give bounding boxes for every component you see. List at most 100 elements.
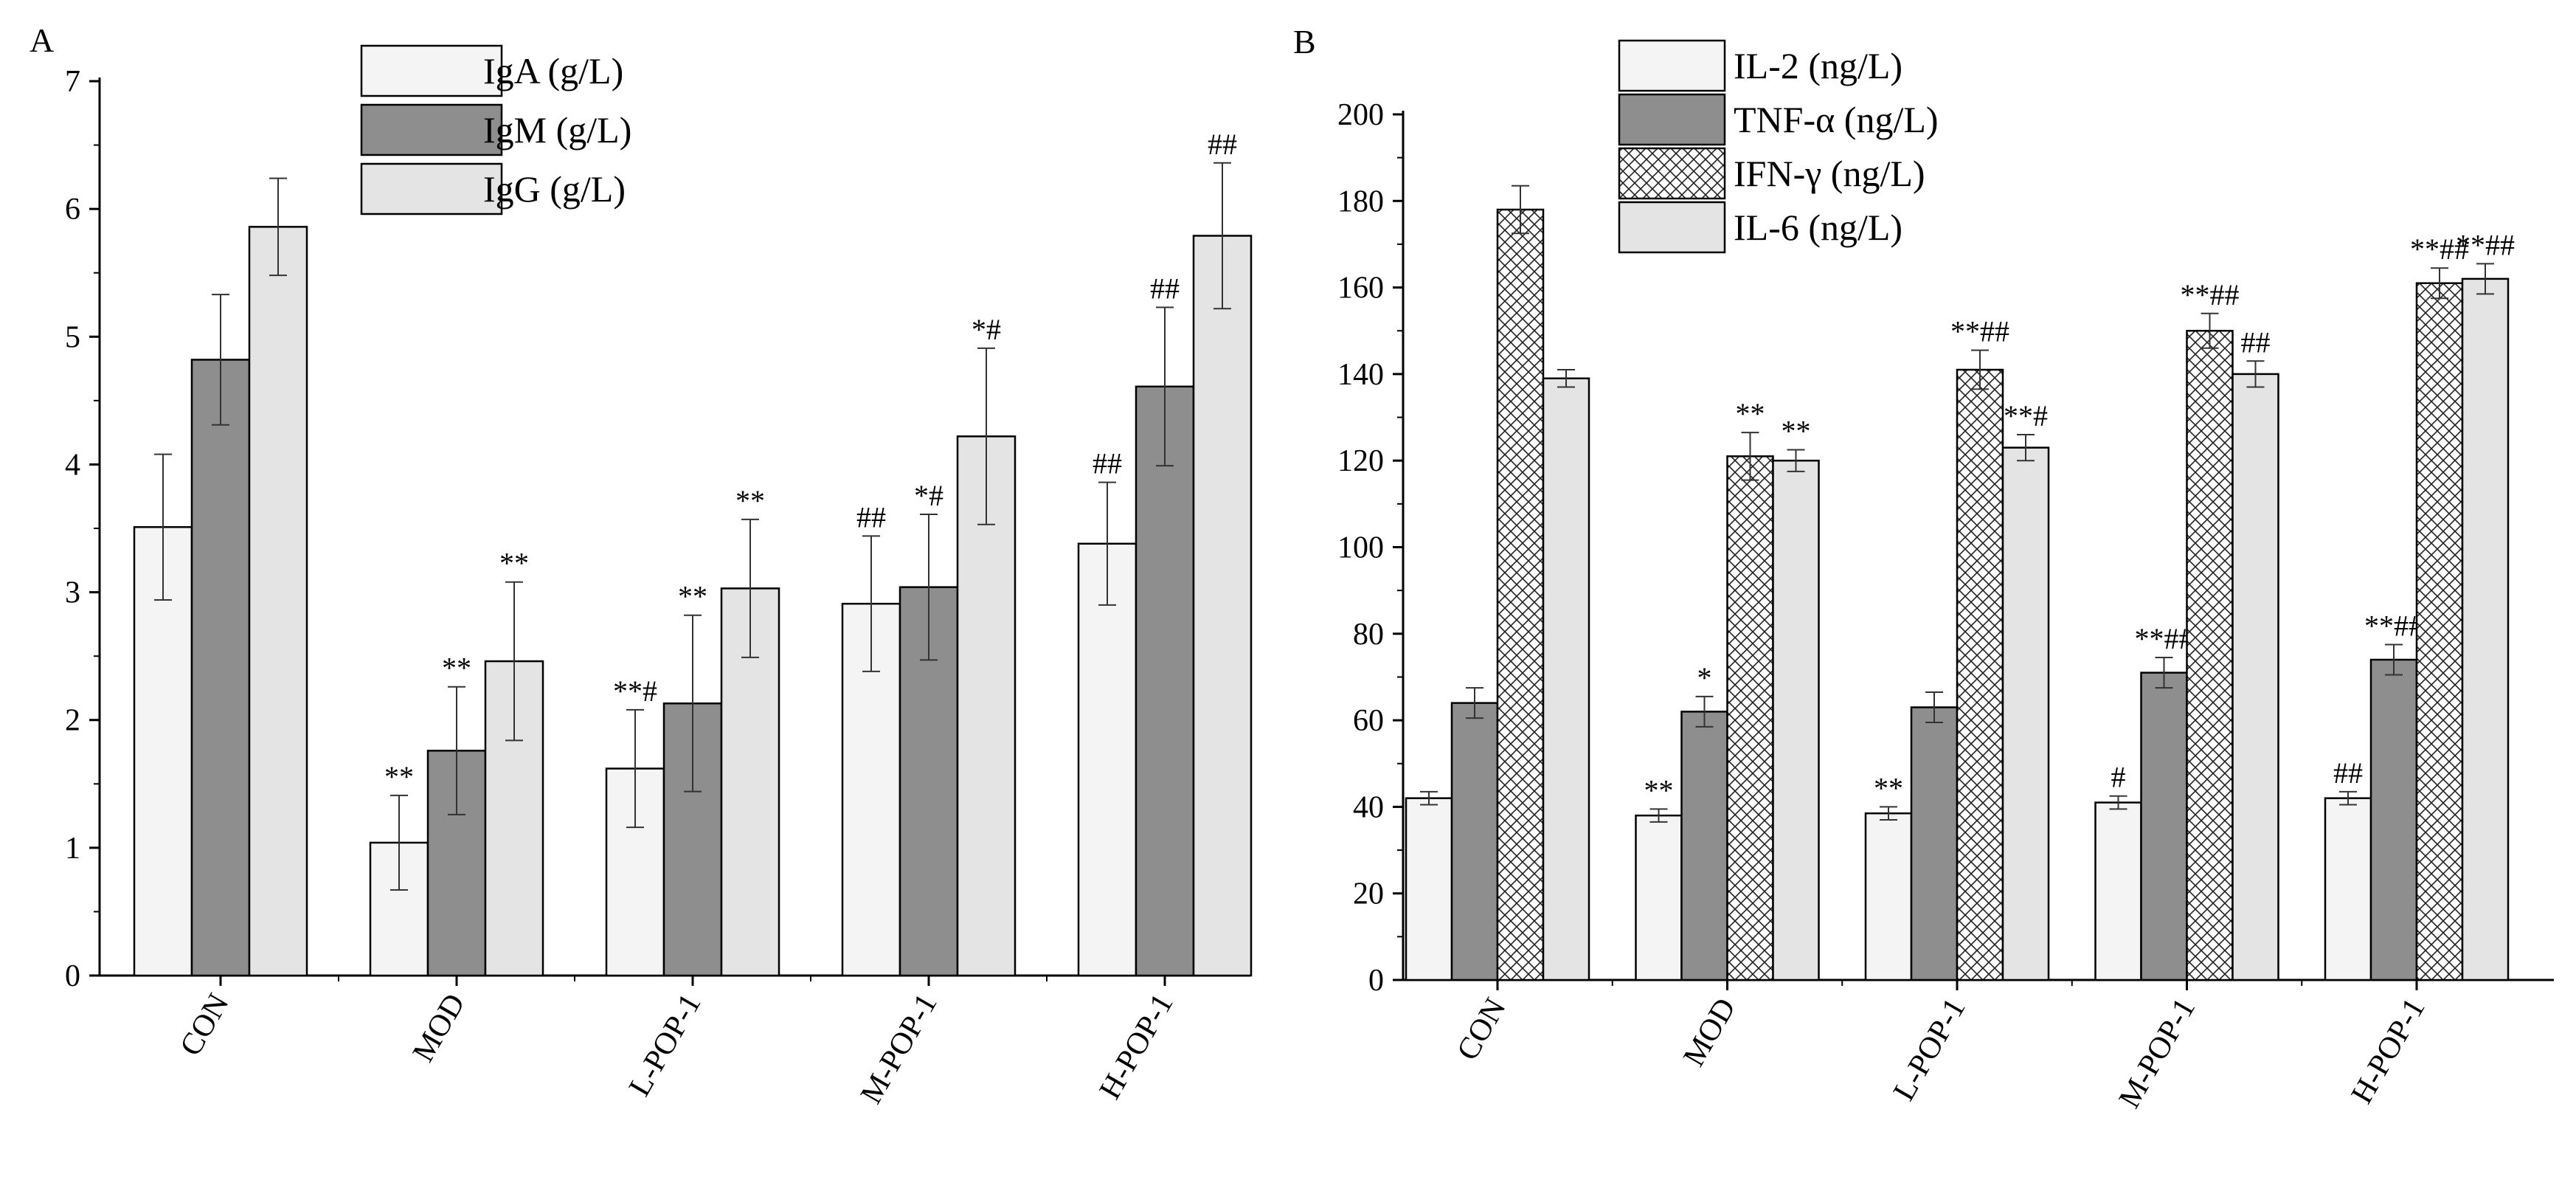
significance-label: # (2111, 761, 2126, 794)
bar (1956, 368, 2004, 981)
panel-label: B (1293, 23, 1316, 61)
bar (2094, 801, 2142, 981)
bar (2369, 658, 2418, 981)
panel-a-chart: A 0 1 2 3 4 5 6 7 CON MOD ** ** ** L-POP-1 **# ** ** M-POP… (30, 21, 1253, 1109)
bar (1772, 459, 1820, 981)
bar (1864, 812, 1913, 981)
significance-label: *# (972, 313, 1001, 346)
significance-label: **# (2004, 399, 2048, 432)
y-tick-label: 0 (65, 959, 80, 993)
significance-label: ## (2241, 325, 2271, 359)
legend-swatch (1618, 201, 1726, 254)
y-tick-label: 80 (1353, 618, 1384, 652)
bar (1192, 235, 1253, 977)
y-tick-label: 40 (1353, 790, 1384, 824)
significance-label: ** (678, 580, 707, 613)
legend-label: IgA (g/L) (483, 50, 623, 92)
bar (2324, 797, 2372, 981)
y-tick-label: 3 (65, 576, 80, 610)
y-tick-label: 140 (1337, 358, 1384, 392)
y-tick-label: 20 (1353, 877, 1384, 911)
legend-label: IFN-γ (ng/L) (1734, 153, 1925, 194)
legend-swatch (360, 44, 503, 97)
legend-label: TNF-α (ng/L) (1734, 99, 1939, 140)
significance-label: **## (1950, 315, 2009, 348)
significance-label: ** (442, 652, 471, 685)
x-category-label: H-POP-1 (2345, 993, 2432, 1109)
y-tick-label: 1 (65, 832, 80, 866)
x-category-label: CON (173, 988, 235, 1062)
bar (1635, 814, 1683, 981)
bar (1496, 208, 1545, 981)
significance-label: ** (1736, 397, 1765, 430)
y-tick-label: 160 (1337, 272, 1384, 306)
bar (2232, 373, 2279, 981)
x-category-label: M-POP-1 (854, 988, 944, 1109)
y-tick-label: 200 (1337, 98, 1384, 132)
bar (2186, 330, 2234, 981)
x-category-label: H-POP-1 (1093, 988, 1180, 1105)
y-tick-label: 0 (1368, 964, 1384, 998)
y-tick-label: 100 (1337, 531, 1384, 565)
significance-label: ## (1150, 272, 1180, 305)
significance-label: ## (2333, 756, 2363, 790)
significance-label: ** (384, 760, 414, 793)
significance-label: ## (856, 500, 886, 534)
legend-swatch (360, 162, 503, 215)
bar (1450, 702, 1499, 981)
x-category-label: MOD (1677, 993, 1742, 1072)
legend-label: IgM (g/L) (483, 109, 631, 151)
significance-label: ** (1644, 773, 1674, 807)
x-category-label: L-POP-1 (1887, 993, 1973, 1106)
y-tick-label: 120 (1337, 444, 1384, 478)
bar (1542, 377, 1590, 981)
bar (2140, 672, 2188, 981)
x-category-label: CON (1450, 993, 1512, 1066)
y-tick-label: 2 (65, 704, 80, 738)
y-tick-label: 60 (1353, 704, 1384, 738)
significance-label: ** (1782, 415, 1811, 448)
bar (1680, 711, 1728, 981)
significance-label: **# (613, 674, 657, 708)
significance-label: ## (1208, 128, 1237, 161)
significance-label: * (1697, 661, 1712, 694)
legend-swatch (1618, 39, 1726, 92)
x-category-label: MOD (406, 988, 472, 1068)
x-category-label: L-POP-1 (623, 988, 708, 1102)
bar (248, 226, 308, 977)
y-tick-label: 6 (65, 193, 80, 227)
significance-label: **## (2135, 622, 2194, 655)
y-tick-label: 4 (65, 448, 80, 482)
bar (956, 435, 1017, 977)
legend-label: IgG (g/L) (483, 168, 626, 210)
x-category-label: M-POP-1 (2113, 993, 2203, 1114)
y-tick-label: 7 (65, 65, 80, 99)
y-tick-label: 180 (1337, 184, 1384, 218)
panel-label: A (30, 21, 54, 59)
bar (1135, 385, 1195, 977)
legend-label: IL-6 (ng/L) (1734, 207, 1902, 248)
bar (2461, 277, 2510, 981)
bar (2415, 282, 2464, 981)
significance-label: ** (735, 484, 765, 517)
bar (190, 359, 251, 977)
bar (1726, 455, 1774, 981)
significance-label: ** (499, 547, 529, 580)
legend-swatch (1618, 93, 1726, 146)
legend-swatch (360, 103, 503, 156)
bar (1077, 542, 1138, 977)
significance-label: **## (2181, 278, 2240, 311)
bar (2001, 446, 2050, 981)
significance-label: ** (1874, 771, 1903, 804)
legend-label: IL-2 (ng/L) (1734, 45, 1902, 86)
y-tick-label: 5 (65, 320, 80, 354)
significance-label: *# (914, 479, 944, 512)
bar (1405, 797, 1453, 981)
legend-swatch (1618, 147, 1726, 200)
significance-label: **## (2410, 232, 2469, 266)
bar (1910, 706, 1959, 981)
significance-label: **## (2364, 609, 2423, 642)
significance-label: **## (2456, 228, 2515, 261)
